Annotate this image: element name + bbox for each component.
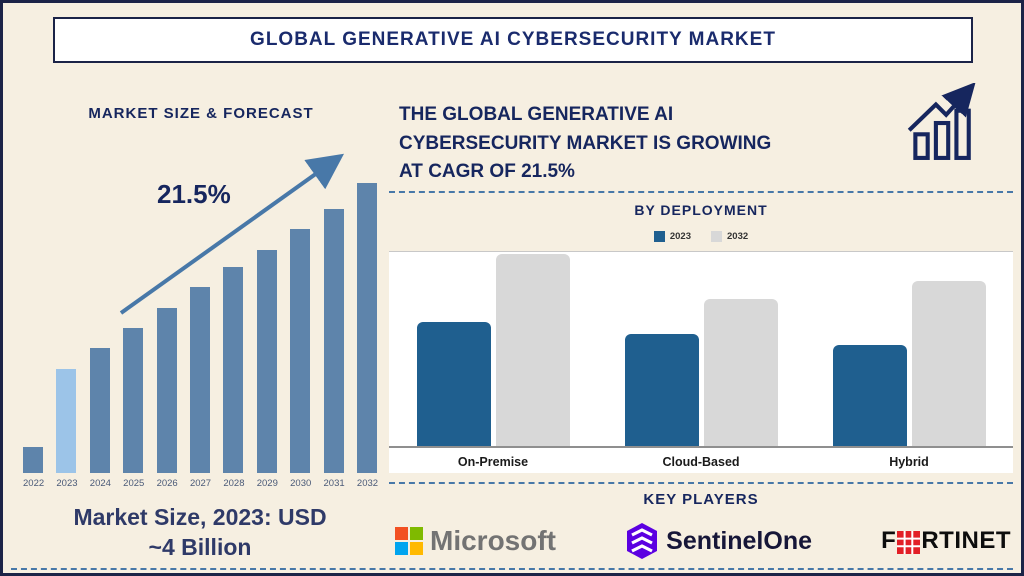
microsoft-logo-icon [395,527,423,555]
forecast-year-label-2032: 2032 [356,478,379,489]
growth-chart-icon [907,83,976,160]
forecast-bars [23,183,377,473]
cagr-value-label: 21.5% [157,179,231,209]
market-headline-line3: AT CAGR OF 21.5% [399,161,575,182]
deployment-bar-Hybrid-2023 [832,345,907,448]
deployment-bar-On-Premise-2032 [495,254,570,448]
fortinet-logo-text: F RTINET [881,527,1011,555]
microsoft-logo: Microsoft [395,525,556,557]
deployment-bar-On-Premise-2023 [416,321,491,448]
forecast-year-labels: 2022 2023 2024 2025 2026 2027 2028 2029 2030 2031… [23,478,379,489]
forecast-year-label-2030: 2030 [290,478,312,489]
forecast-year-label-2029: 2029 [256,478,278,489]
market-size-caption-line1: Market Size, 2023: USD [73,504,327,530]
legend-item-2032: 2032 [711,231,748,242]
forecast-bar-2022 [23,446,43,473]
forecast-bar-2023 [56,368,77,473]
forecast-year-label-2025: 2025 [123,478,145,489]
forecast-year-label-2028: 2028 [223,478,245,489]
forecast-bar-2027 [189,287,210,473]
forecast-bar-2030 [290,229,311,473]
forecast-year-label-2031: 2031 [323,478,345,489]
deployment-group-On-Premise [416,254,570,448]
deployment-bar-Cloud-Based-2032 [703,298,778,448]
microsoft-logo-square-3 [395,542,408,555]
divider-dashed-top [389,191,1013,193]
legend-label-2023: 2023 [669,231,691,242]
fortinet-text-prefix: F [881,527,897,554]
deployment-category-label-On-Premise: On-Premise [457,455,529,469]
deployment-legend: 2023 2032 [389,231,1013,242]
deployment-axis-line [389,446,1013,448]
forecast-bar-2031 [323,209,344,473]
forecast-year-label-2022: 2022 [23,478,45,489]
sentinelone-logo-icon [627,523,658,559]
legend-item-2023: 2023 [653,231,691,242]
market-size-caption-line2: ~4 Billion [148,533,252,560]
microsoft-logo-text: Microsoft [430,525,556,556]
market-headline-line2: CYBERSECURITY MARKET IS GROWING [399,132,772,154]
deployment-bar-Hybrid-2032 [911,281,986,448]
forecast-section-title: MARKET SIZE & FORECAST [88,105,314,122]
sentinelone-logo: SentinelOne [625,522,812,560]
forecast-bar-chart: 2022 2023 2024 2025 2026 2027 2028 2029 2030 2031… [19,139,381,489]
forecast-bar-2029 [256,249,277,473]
microsoft-logo-square-2 [410,527,423,540]
page-title: GLOBAL GENERATIVE AI CYBERSECURITY MARKE… [250,29,776,50]
forecast-bar-2028 [223,267,244,473]
legend-label-2032: 2032 [727,231,749,242]
divider-dashed-middle [389,482,1013,484]
deployment-bars-area [389,254,1013,448]
microsoft-logo-square-1 [395,527,408,540]
divider-dashed-bottom [11,568,1013,570]
deployment-group-Cloud-Based [624,298,778,448]
forecast-bar-2025 [123,328,144,473]
forecast-year-label-2024: 2024 [89,478,111,489]
deployment-section-title: BY DEPLOYMENT [634,202,768,218]
forecast-bar-2026 [156,307,177,473]
deployment-group-Hybrid [832,281,986,448]
deployment-bar-Cloud-Based-2023 [624,333,699,448]
forecast-year-label-2023: 2023 [56,478,78,489]
market-headline-line1: THE GLOBAL GENERATIVE AI [399,104,674,125]
key-players-logos: Microsoft SentinelOne F RT [395,515,1011,567]
market-size-caption: Market Size, 2023: USD ~4 Billion [19,503,381,563]
fortinet-logo: F RTINET [881,527,1011,555]
deployment-category-label-Hybrid: Hybrid [889,455,929,469]
microsoft-logo-square-4 [410,542,423,555]
forecast-year-label-2027: 2027 [189,478,212,489]
sentinelone-logo-text: SentinelOne [666,526,813,555]
legend-swatch-2023 [653,231,665,242]
deployment-bar-chart: On-Premise Cloud-Based Hybrid [389,251,1013,473]
legend-swatch-2032 [711,231,722,242]
fortinet-logo-icon [897,530,921,554]
key-players-title: KEY PLAYERS [643,491,759,508]
header-box: GLOBAL GENERATIVE AI CYBERSECURITY MARKE… [53,17,973,63]
deployment-category-labels: On-Premise Cloud-Based Hybrid [389,455,1013,469]
forecast-bar-2032 [356,183,377,473]
fortinet-text-suffix: RTINET [921,527,1011,554]
forecast-bar-2024 [89,348,110,473]
forecast-year-label-2026: 2026 [156,478,178,489]
deployment-category-label-Cloud-Based: Cloud-Based [662,455,740,469]
market-headline: THE GLOBAL GENERATIVE AI CYBERSECURITY M… [399,101,899,187]
